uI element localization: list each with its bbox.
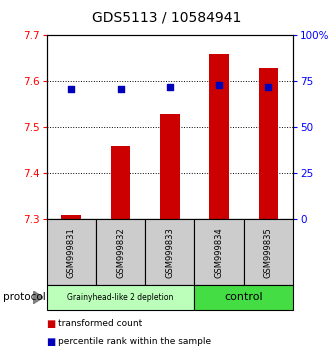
- Bar: [111, 146, 131, 219]
- Point: [69, 86, 74, 92]
- Polygon shape: [33, 291, 43, 304]
- Text: Grainyhead-like 2 depletion: Grainyhead-like 2 depletion: [67, 293, 174, 302]
- Point: [167, 84, 172, 90]
- Text: GDS5113 / 10584941: GDS5113 / 10584941: [92, 11, 241, 25]
- Text: GSM999835: GSM999835: [264, 227, 273, 278]
- Text: control: control: [224, 292, 263, 302]
- Point: [118, 86, 123, 92]
- Bar: [61, 215, 81, 219]
- Text: GSM999833: GSM999833: [165, 227, 174, 278]
- Text: GSM999831: GSM999831: [67, 227, 76, 278]
- Text: protocol: protocol: [3, 292, 46, 302]
- Text: transformed count: transformed count: [58, 319, 143, 329]
- Bar: [209, 54, 229, 219]
- Text: GSM999832: GSM999832: [116, 227, 125, 278]
- Bar: [258, 68, 278, 219]
- Text: ■: ■: [47, 319, 56, 329]
- Bar: [160, 114, 180, 219]
- Point: [216, 82, 222, 88]
- Text: ■: ■: [47, 337, 56, 347]
- Point: [266, 84, 271, 90]
- Text: GSM999834: GSM999834: [214, 227, 224, 278]
- Text: percentile rank within the sample: percentile rank within the sample: [58, 337, 211, 346]
